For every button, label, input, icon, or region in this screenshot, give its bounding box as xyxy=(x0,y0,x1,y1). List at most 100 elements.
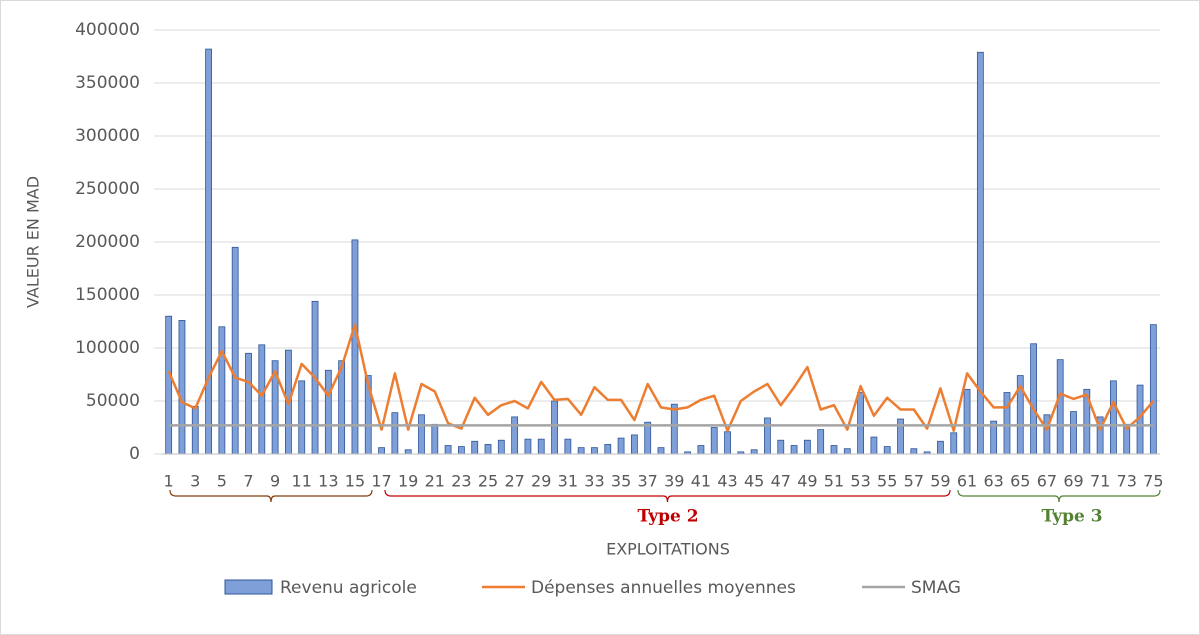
bar xyxy=(670,403,678,455)
x-tick-label: 59 xyxy=(930,472,950,491)
y-tick-label: 300000 xyxy=(75,126,140,146)
bar xyxy=(817,429,825,455)
bar xyxy=(830,445,838,455)
x-tick-label: 25 xyxy=(478,472,498,491)
bar xyxy=(750,449,758,455)
x-tick-label: 65 xyxy=(1010,472,1030,491)
x-axis-title: EXPLOITATIONS xyxy=(606,540,730,559)
x-tick-label: 53 xyxy=(850,472,870,491)
bar xyxy=(378,447,385,455)
y-tick-label: 350000 xyxy=(75,73,140,93)
bar xyxy=(963,388,971,455)
line xyxy=(167,323,1155,432)
legend-label: Dépenses annuelles moyennes xyxy=(531,578,796,598)
bar xyxy=(404,449,412,455)
bar xyxy=(484,444,492,455)
bar xyxy=(937,440,944,455)
x-tick-label: 5 xyxy=(217,472,227,491)
bar xyxy=(843,448,851,455)
bar xyxy=(657,447,665,455)
bar xyxy=(205,48,212,455)
bar xyxy=(617,437,625,455)
bar xyxy=(604,444,612,455)
group-label: Type 3 xyxy=(1041,507,1102,527)
bar xyxy=(338,360,346,455)
x-tick-label: 41 xyxy=(691,472,711,491)
x-tick-label: 31 xyxy=(558,472,578,491)
x-tick-label: 75 xyxy=(1143,472,1163,491)
bar xyxy=(391,412,399,455)
bar xyxy=(218,326,226,455)
x-tick-label: 57 xyxy=(904,472,924,491)
bar xyxy=(497,439,505,455)
bar xyxy=(191,405,199,455)
bar xyxy=(764,417,771,455)
bar xyxy=(777,439,785,455)
bar xyxy=(231,246,239,455)
bar xyxy=(324,369,332,455)
bar xyxy=(724,431,731,455)
bar xyxy=(524,438,532,455)
y-tick-label: 100000 xyxy=(75,338,140,358)
group-bracket xyxy=(384,489,951,503)
x-tick-label: 29 xyxy=(531,472,551,491)
bar xyxy=(165,315,173,455)
x-tick-label: 33 xyxy=(584,472,604,491)
x-tick-label: 63 xyxy=(983,472,1003,491)
x-tick-label: 45 xyxy=(744,472,764,491)
bar xyxy=(537,438,545,455)
bar xyxy=(577,447,585,455)
x-tick-label: 49 xyxy=(797,472,817,491)
x-tick-label: 73 xyxy=(1117,472,1137,491)
group-bracket xyxy=(169,489,373,503)
x-tick-label: 27 xyxy=(504,472,524,491)
bar xyxy=(910,448,918,455)
x-tick-label: 37 xyxy=(638,472,658,491)
y-tick-label: 250000 xyxy=(75,179,140,199)
x-tick-label: 15 xyxy=(345,472,365,491)
legend-label: SMAG xyxy=(911,578,961,598)
bar xyxy=(790,445,798,455)
bar xyxy=(1003,392,1011,455)
x-tick-label: 13 xyxy=(318,472,338,491)
bar xyxy=(457,446,465,455)
x-tick-label: 67 xyxy=(1037,472,1057,491)
bar xyxy=(444,445,452,455)
x-tick-label: 9 xyxy=(270,472,280,491)
x-tick-label: 3 xyxy=(190,472,200,491)
x-tick-label: 17 xyxy=(371,472,391,491)
bar xyxy=(1030,343,1037,455)
bar xyxy=(298,380,306,455)
bar xyxy=(1070,411,1077,455)
x-tick-label: 55 xyxy=(877,472,897,491)
y-tick-label: 200000 xyxy=(75,232,140,252)
bar xyxy=(950,432,958,455)
y-axis-title: VALEUR EN MAD xyxy=(24,176,43,308)
x-tick-label: 19 xyxy=(398,472,418,491)
x-tick-label: 11 xyxy=(292,472,312,491)
bar xyxy=(258,344,266,455)
bar xyxy=(551,400,558,455)
bar xyxy=(245,352,252,455)
x-tick-label: 61 xyxy=(957,472,977,491)
bar xyxy=(591,447,598,455)
x-tick-label: 7 xyxy=(243,472,253,491)
bar xyxy=(883,446,891,455)
bar xyxy=(644,421,652,455)
y-tick-label: 50000 xyxy=(86,391,140,411)
x-tick-label: 47 xyxy=(771,472,791,491)
y-tick-label: 0 xyxy=(129,444,140,464)
x-tick-label: 21 xyxy=(425,472,445,491)
x-tick-label: 23 xyxy=(451,472,471,491)
bar xyxy=(1110,380,1117,455)
bar xyxy=(697,445,705,455)
x-tick-label: 39 xyxy=(664,472,684,491)
bar xyxy=(178,320,186,455)
bar xyxy=(1149,324,1157,455)
bar xyxy=(630,434,638,455)
legend-swatch xyxy=(224,579,273,595)
group-label: Type 2 xyxy=(637,507,698,527)
bar xyxy=(431,423,439,455)
x-tick-label: 1 xyxy=(164,472,174,491)
x-tick-label: 35 xyxy=(611,472,631,491)
